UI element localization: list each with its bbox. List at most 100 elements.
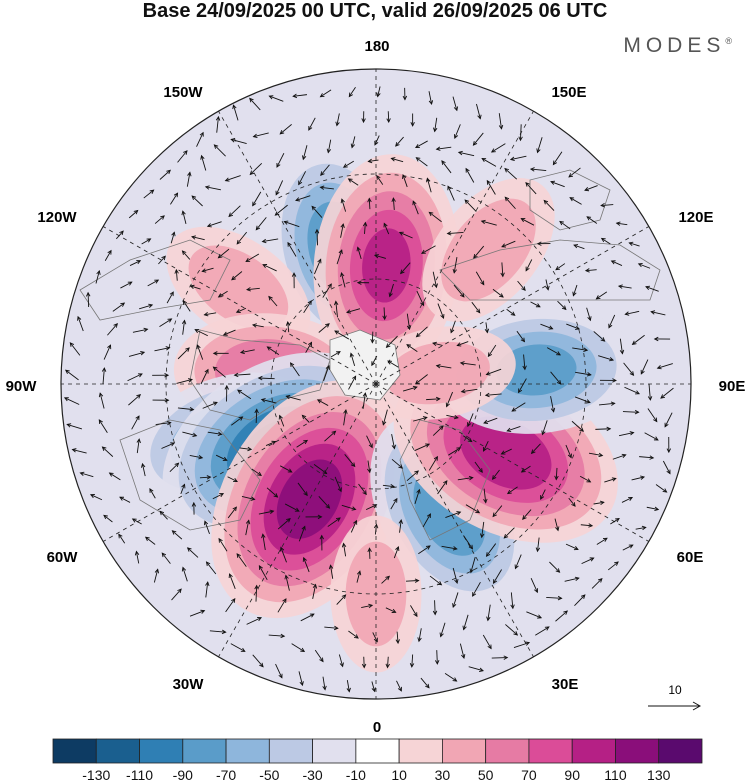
wind-vector [452, 257, 458, 274]
wind-vector [530, 301, 541, 308]
colorbar-swatch-7 [355, 738, 400, 764]
wind-vector [66, 423, 83, 430]
wind-vector [664, 412, 673, 428]
wind-vector [550, 396, 556, 413]
wind-vector [465, 167, 475, 183]
wind-vector [152, 373, 170, 378]
wind-vector [361, 111, 366, 124]
wind-vector [206, 221, 222, 228]
wind-vector [104, 249, 112, 261]
brand-text: MODES [623, 34, 726, 57]
colorbar: -130 -110 -90 -70 -50 -30 -10 10 30 50 70 90 110 130 [52, 738, 703, 783]
wind-vector [631, 334, 645, 345]
wind-vector [484, 392, 502, 398]
wind-vector [182, 299, 191, 312]
wind-vector [525, 182, 537, 195]
wind-vector [224, 175, 241, 182]
wind-vector [201, 267, 214, 273]
wind-vector [584, 185, 598, 192]
colorbar-tick-label: -10 [346, 767, 366, 783]
wind-vector [239, 349, 255, 355]
wind-vector [518, 124, 523, 142]
wind-vector [400, 262, 411, 275]
wind-vector [373, 254, 387, 259]
wind-vector [452, 96, 459, 112]
wind-vector [252, 132, 269, 139]
wind-vector [422, 513, 431, 528]
wind-vector [298, 171, 307, 186]
wind-vector [559, 220, 571, 230]
wind-vector [131, 415, 140, 430]
wind-vector [610, 518, 620, 525]
lon-label-180: 180 [364, 38, 389, 55]
wind-vector [490, 143, 506, 153]
wind-vector [77, 315, 84, 332]
wind-vector [522, 354, 527, 371]
wind-vector [236, 553, 247, 567]
wind-vector [326, 139, 332, 154]
wind-vector [262, 264, 277, 272]
wind-vector [324, 430, 337, 442]
wind-vector [300, 613, 315, 622]
wind-vector [492, 569, 502, 584]
colorbar-tick-label: -30 [302, 767, 322, 783]
wind-vector [230, 643, 246, 652]
wind-vector [252, 654, 264, 668]
wind-vector [79, 471, 94, 478]
wind-vector [356, 570, 362, 583]
wind-vector [241, 496, 256, 501]
colorbar-tick-label: 30 [435, 767, 451, 783]
wind-vector [261, 238, 279, 244]
wind-vector [258, 509, 275, 515]
wind-vector [432, 425, 444, 436]
wind-vector [386, 111, 391, 124]
wind-vector [573, 244, 585, 250]
wind-vector [298, 525, 306, 542]
anomaly-center-7 [211, 380, 408, 619]
wind-vector [159, 318, 173, 328]
wind-vector [509, 155, 527, 161]
wind-vector [428, 211, 442, 223]
wind-vector [410, 113, 415, 127]
wind-vector [535, 626, 550, 636]
wind-vector [305, 514, 323, 520]
wind-vector [480, 219, 497, 226]
lon-label-30w: 30W [173, 676, 205, 693]
wind-vector [418, 545, 431, 555]
wind-vector [550, 371, 562, 385]
wind-vector [520, 465, 531, 473]
wind-vector [218, 537, 228, 552]
wind-vector [182, 431, 198, 438]
wind-vector [656, 363, 673, 370]
wind-vector [324, 625, 339, 631]
wind-vector [485, 543, 497, 557]
wind-vector [186, 171, 192, 187]
wind-vector [362, 221, 368, 234]
wind-vector [406, 313, 412, 331]
wind-vector [405, 578, 420, 583]
wind-vector [482, 634, 492, 650]
wind-vector [446, 414, 459, 420]
wind-vector [212, 493, 225, 500]
wind-vector [525, 259, 533, 272]
lon-label-90e: 90E [719, 378, 746, 395]
wind-vector [181, 566, 188, 582]
wind-vector [215, 115, 221, 133]
wind-vector [301, 145, 308, 161]
wind-vector [295, 195, 311, 202]
wind-vector [387, 360, 399, 368]
wind-vector [268, 295, 278, 307]
wind-vector [356, 280, 370, 285]
wind-vector [473, 245, 485, 259]
wind-vector [459, 361, 476, 366]
wind-vector [251, 323, 264, 328]
wind-vector [367, 547, 372, 559]
wind-vector [445, 391, 453, 408]
wind-vector [95, 269, 101, 284]
wind-vector [644, 432, 659, 441]
wind-vector [334, 476, 342, 493]
wind-vector [520, 218, 535, 226]
wind-vector [476, 103, 482, 120]
wind-vector [568, 497, 576, 507]
wind-vector [619, 338, 625, 355]
